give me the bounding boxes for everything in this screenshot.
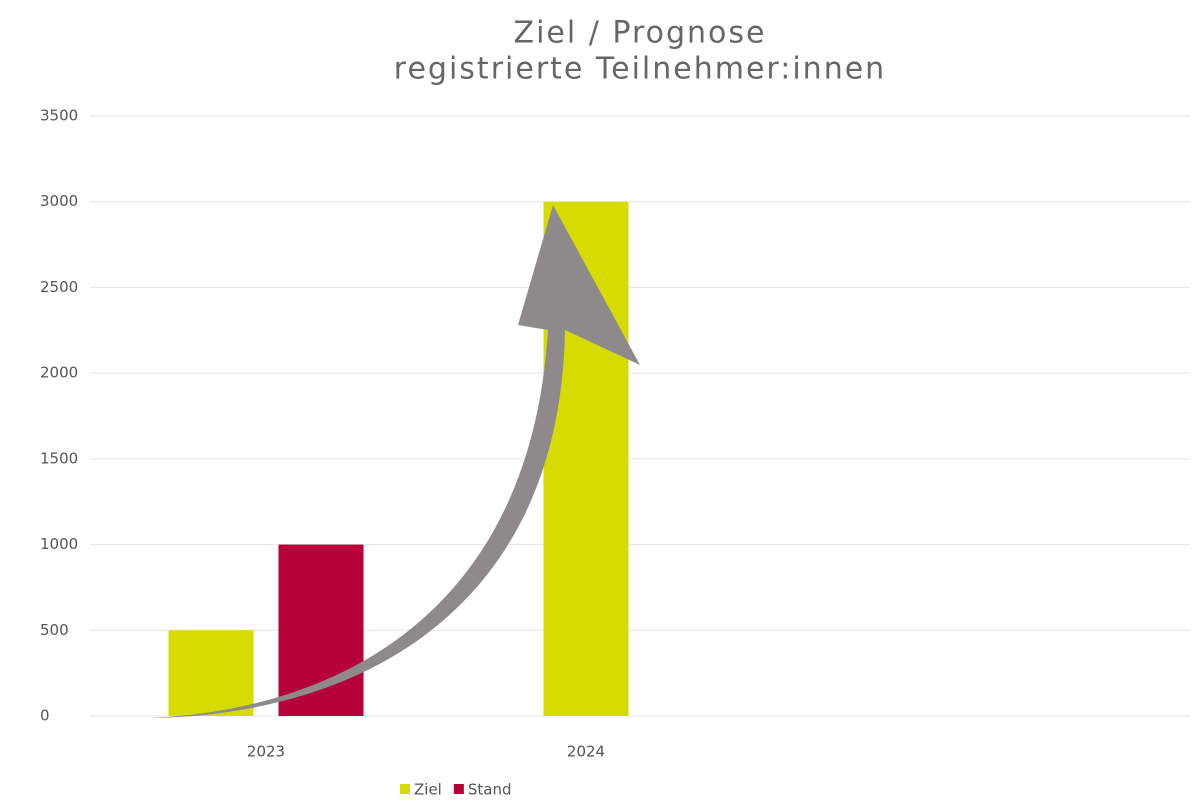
y-tick-label: 2000 — [40, 364, 78, 382]
y-tick-label: 1000 — [40, 535, 78, 553]
x-tick-label: 2023 — [247, 743, 285, 761]
y-tick-label: 500 — [40, 621, 69, 639]
legend-label: Ziel — [414, 781, 442, 799]
y-tick-label: 0 — [40, 707, 50, 725]
bar — [278, 544, 364, 716]
y-tick-label: 3000 — [40, 192, 78, 210]
y-tick-label: 3500 — [40, 107, 78, 125]
chart-title: registrierte Teilnehmer:innen — [394, 52, 886, 87]
y-tick-label: 2500 — [40, 278, 78, 296]
y-tick-label: 1500 — [40, 449, 78, 467]
plot-area: 0 500 1000 1500 2000 2500 3000 3500 2023 2024 — [40, 107, 1190, 761]
legend-swatch — [400, 784, 410, 794]
legend-label: Stand — [468, 781, 512, 799]
legend: Ziel Stand — [400, 781, 511, 799]
bar — [168, 630, 254, 716]
legend-swatch — [453, 784, 464, 794]
arrow — [150, 205, 640, 718]
x-tick-label: 2024 — [567, 743, 605, 761]
chart-title: Ziel / Prognose — [514, 16, 767, 51]
